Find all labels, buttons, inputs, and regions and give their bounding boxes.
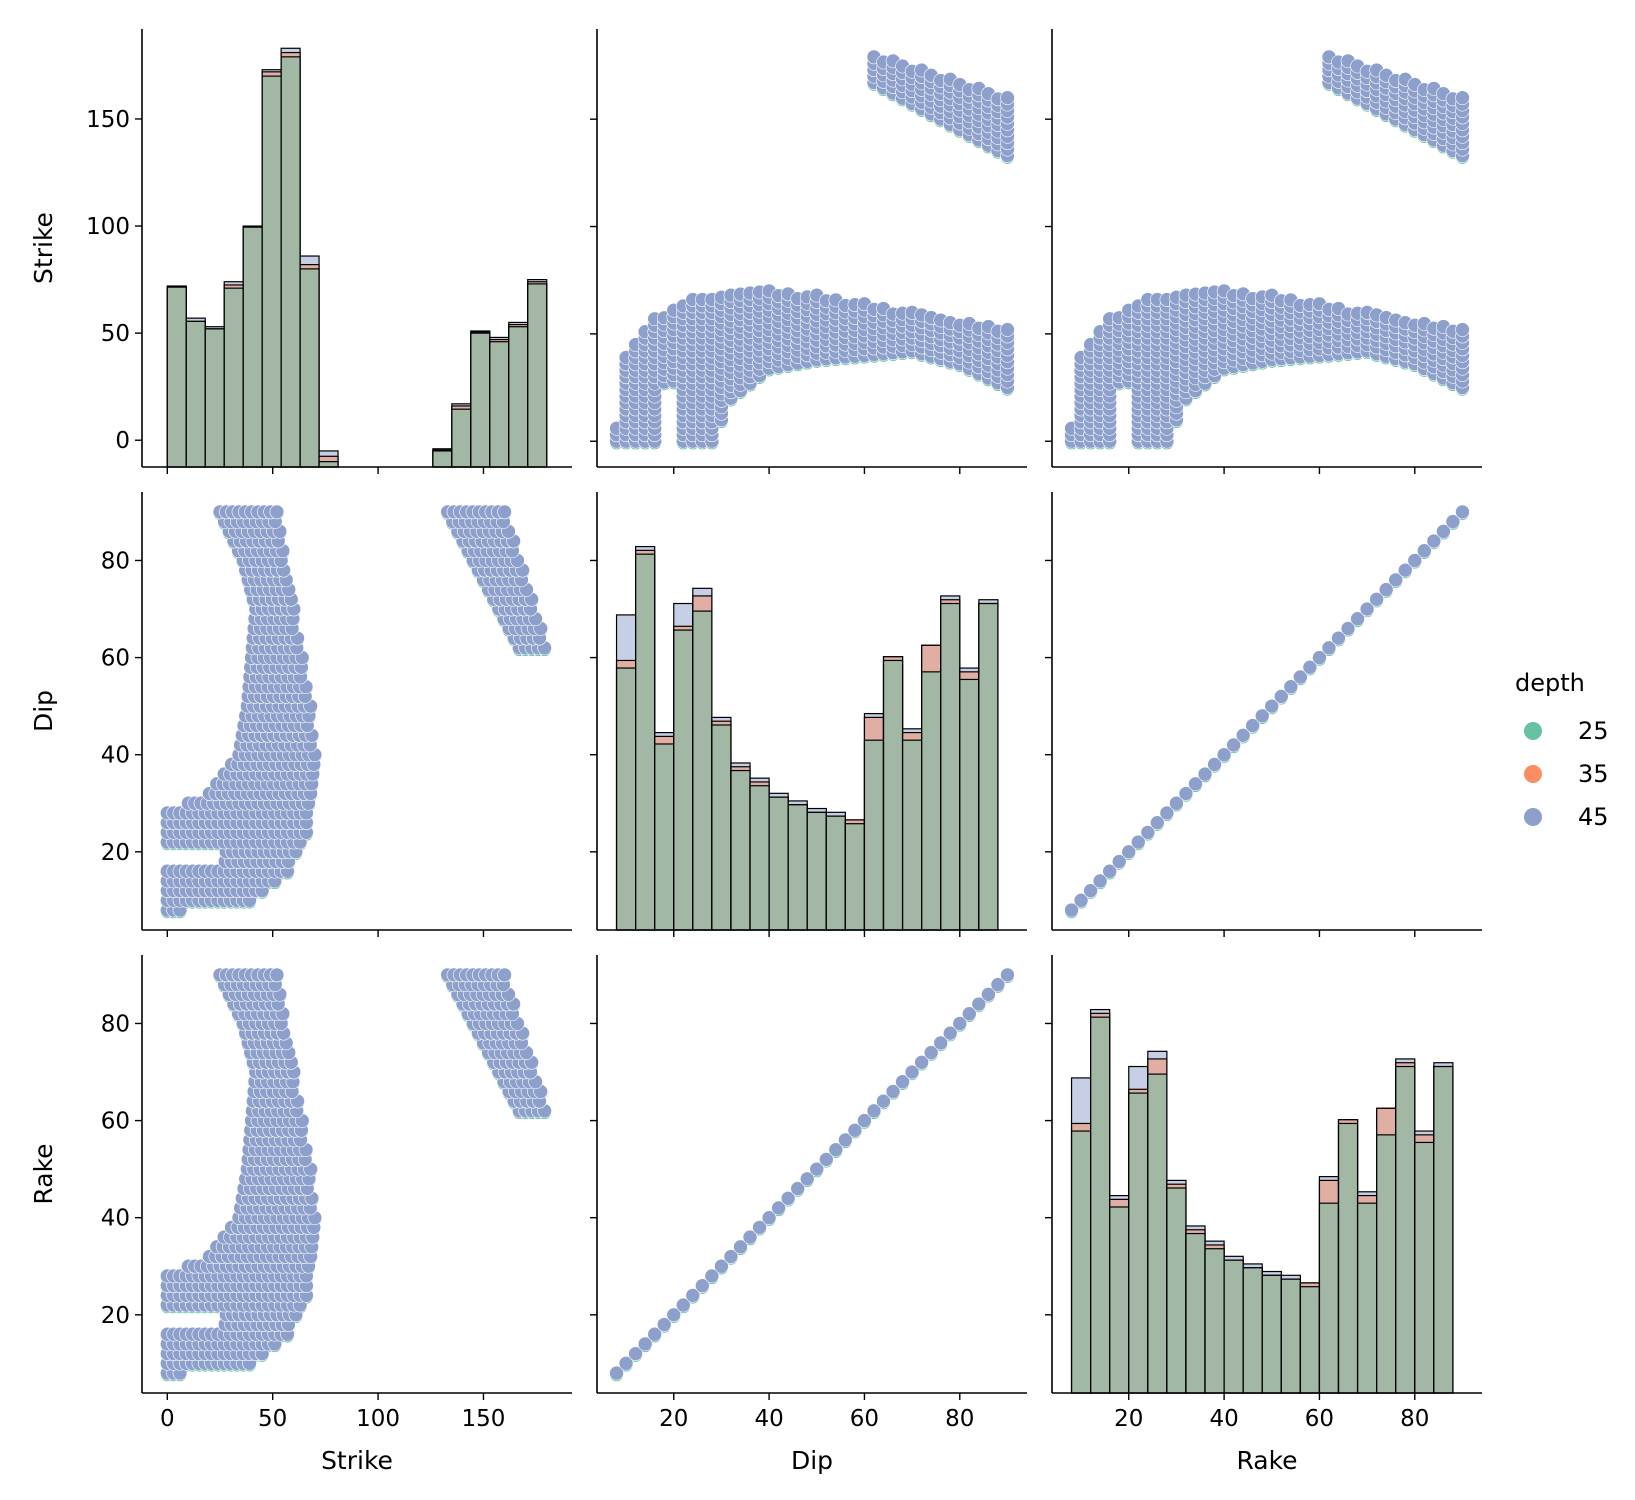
scatter-point-45 [1455, 504, 1470, 520]
hist-bar [978, 602, 999, 931]
hist-bar [959, 678, 980, 931]
hist-bar [806, 811, 827, 931]
hist-bar [185, 320, 206, 468]
scatter-point-45 [497, 504, 512, 520]
hist-bar [280, 56, 301, 468]
scatter-point-45 [1000, 322, 1015, 337]
hist-bar [730, 769, 751, 931]
hist-bar [825, 815, 846, 931]
hist-bar [749, 785, 770, 931]
y-tick-label: 20 [101, 840, 130, 866]
scatter-point-45 [269, 504, 285, 520]
hist-bar [711, 724, 732, 931]
hist-bar [921, 671, 942, 931]
y-tick-label: 0 [115, 428, 130, 454]
hist-bar [673, 629, 694, 931]
y-tick-label: 80 [101, 548, 130, 574]
y-tick-label: 60 [101, 646, 130, 672]
y-tick-label: 100 [86, 214, 130, 240]
y-tick-label: 50 [101, 321, 130, 347]
hist-bar [261, 75, 282, 468]
panel-strike-vs-strike: 0 50 100 150 Strike [29, 29, 572, 474]
hist-bar [787, 804, 808, 931]
hist-bar [489, 341, 510, 468]
scatter-point-45 [1455, 322, 1470, 337]
hist-bar [508, 326, 529, 468]
hist-bar [882, 659, 904, 931]
panel-strike-vs-rake [1045, 29, 1482, 474]
hist-bar [940, 602, 961, 931]
y-tick-label: 150 [86, 107, 130, 133]
hist-bar [432, 450, 453, 468]
hist-bar [615, 667, 637, 931]
scatter-point-45 [1455, 90, 1470, 106]
y-tick-label: 40 [101, 743, 130, 769]
panel-dip-vs-strike: 20 40 60 80 Dip [29, 492, 572, 937]
y-axis-label-dip: Dip [29, 690, 58, 732]
hist-bar [451, 408, 472, 468]
panel-dip-vs-dip [590, 492, 1027, 937]
hist-bar [635, 553, 656, 931]
hist-bar [299, 268, 320, 468]
hist-bar [223, 287, 244, 468]
hist-bar [166, 286, 187, 468]
hist-bar [527, 283, 548, 468]
scatter-point-45 [1000, 90, 1015, 106]
hist-bar [470, 332, 491, 468]
panel-dip-vs-rake [1045, 492, 1482, 937]
hist-bar [242, 226, 263, 468]
panel-strike-vs-dip [590, 29, 1027, 474]
hist-bar [204, 328, 225, 468]
hist-bar [318, 461, 339, 468]
hist-bar [768, 796, 789, 931]
y-axis-label-strike: Strike [29, 212, 58, 284]
hist-bar [901, 739, 923, 931]
hist-bar [863, 739, 885, 931]
hist-bar [654, 743, 675, 931]
hist-bar [692, 610, 713, 931]
hist-bar [844, 823, 866, 931]
